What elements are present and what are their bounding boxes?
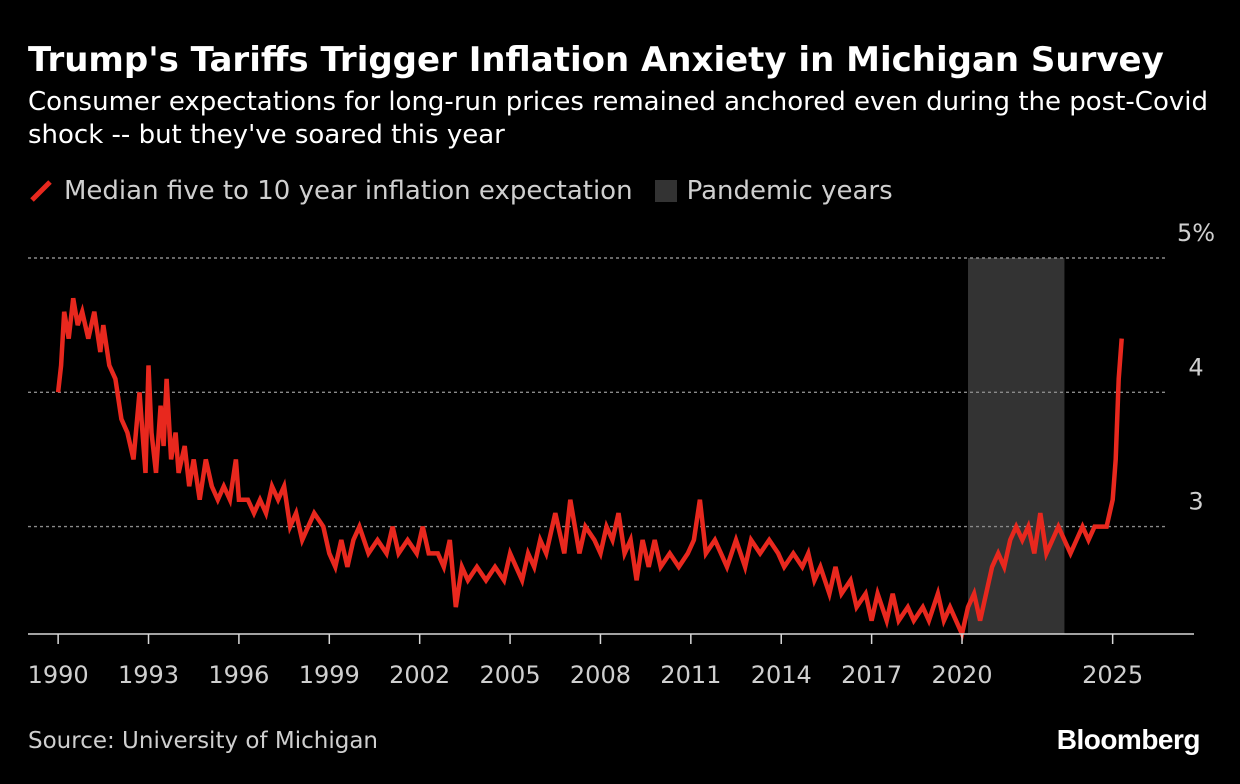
series-line-inflation-expectation <box>55 297 1124 642</box>
x-tick-label-1996: 1996 <box>208 661 269 689</box>
x-tick-label-2008: 2008 <box>570 661 631 689</box>
x-tick-label-1993: 1993 <box>118 661 179 689</box>
bloomberg-logo: Bloomberg <box>1056 724 1201 755</box>
x-tick-label-2002: 2002 <box>389 661 450 689</box>
chart-title: Trump's Tariffs Trigger Inflation Anxiet… <box>28 40 1164 80</box>
legend-line-label: Median five to 10 year inflation expecta… <box>64 176 633 206</box>
x-tick-label-2020: 2020 <box>931 661 992 689</box>
x-tick-label-2005: 2005 <box>480 661 541 689</box>
y-tick-label-5: 5% <box>1177 219 1215 247</box>
chart-subtitle: Consumer expectations for long-run price… <box>28 87 1208 150</box>
y-tick-label-3: 3 <box>1188 488 1203 516</box>
legend-item-line: Median five to 10 year inflation expecta… <box>28 176 633 206</box>
pandemic-band <box>968 258 1065 634</box>
y-tick-label-4: 4 <box>1188 353 1203 381</box>
legend-line-swatch-icon <box>30 180 52 202</box>
legend-item-band: Pandemic years <box>654 176 893 206</box>
legend: Median five to 10 year inflation expecta… <box>28 174 915 208</box>
legend-band-swatch-icon <box>654 180 677 202</box>
x-tick-label-1999: 1999 <box>299 661 360 689</box>
x-tick-label-2025: 2025 <box>1082 661 1143 689</box>
x-tick-label-2011: 2011 <box>660 661 721 689</box>
legend-band-label: Pandemic years <box>686 176 893 206</box>
x-tick-label-2017: 2017 <box>841 661 902 689</box>
x-tick-label-1990: 1990 <box>28 661 89 689</box>
source-note: Source: University of Michigan <box>28 728 378 754</box>
x-tick-label-2014: 2014 <box>751 661 812 689</box>
